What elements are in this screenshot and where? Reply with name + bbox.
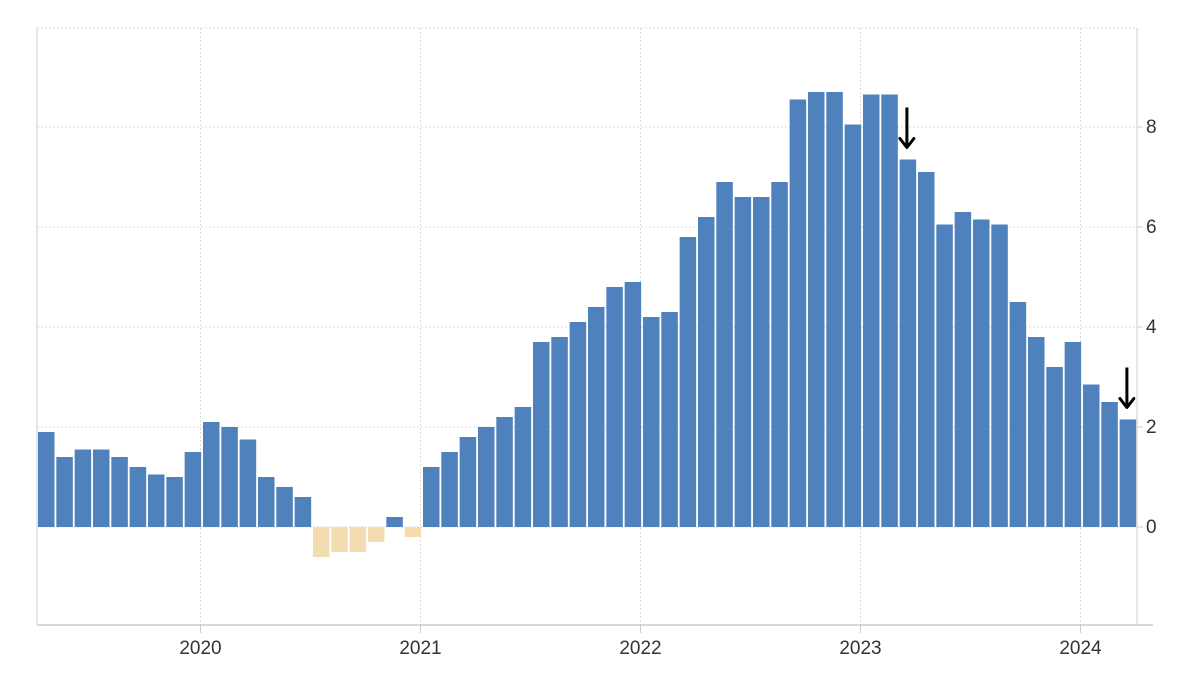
bar	[367, 527, 385, 542]
bar	[1119, 419, 1137, 527]
x-tick-label: 2021	[399, 638, 441, 659]
bar	[771, 182, 788, 527]
bar	[514, 407, 532, 527]
bar	[129, 467, 147, 527]
bar	[606, 287, 623, 527]
bar	[954, 212, 972, 527]
bar	[716, 182, 733, 527]
bar	[844, 124, 862, 527]
bar	[38, 432, 55, 527]
bar	[1046, 367, 1063, 527]
bar	[221, 427, 238, 527]
bar	[257, 477, 275, 527]
y-tick-label: 6	[1146, 217, 1157, 238]
bar	[862, 94, 880, 527]
bar	[184, 452, 202, 527]
bar	[1101, 402, 1118, 527]
bars	[38, 92, 1137, 557]
bar	[936, 224, 953, 527]
bar	[807, 92, 825, 527]
bar	[734, 197, 752, 527]
bar	[532, 342, 550, 527]
bar	[661, 312, 678, 527]
y-tick-label: 4	[1146, 317, 1157, 338]
bar	[166, 477, 183, 527]
bar	[147, 474, 165, 527]
bar	[697, 217, 715, 527]
bar	[569, 322, 587, 527]
down-arrow-annotation	[898, 107, 916, 149]
axes	[36, 28, 1153, 633]
bar	[642, 317, 660, 527]
annotations	[898, 107, 1136, 409]
bar	[111, 457, 128, 527]
down-arrow-annotation	[1118, 367, 1136, 409]
bar	[74, 449, 92, 527]
bar	[56, 457, 73, 527]
bar	[312, 527, 330, 557]
x-tick-label: 2020	[179, 638, 221, 659]
bar	[276, 487, 293, 527]
bar	[386, 517, 403, 527]
bar	[587, 307, 605, 527]
grid-lines	[37, 27, 1137, 625]
bar	[422, 467, 440, 527]
bar	[551, 337, 568, 527]
bar	[459, 437, 477, 527]
bar	[331, 527, 348, 552]
y-tick-label: 0	[1146, 517, 1157, 538]
bar	[752, 197, 770, 527]
x-tick-label: 2024	[1059, 638, 1102, 659]
bar	[1027, 337, 1045, 527]
bar	[1082, 384, 1100, 527]
bar	[789, 99, 807, 527]
bar	[441, 452, 458, 527]
bar	[679, 237, 697, 527]
bar	[477, 427, 495, 527]
bar	[404, 527, 422, 537]
bar	[1064, 342, 1082, 527]
bar	[349, 527, 367, 552]
bar	[92, 449, 110, 527]
x-tick-label: 2022	[619, 638, 661, 659]
tick-labels: 0 2 4 6 8 2020 2021 2022 2023 2024	[179, 117, 1157, 659]
bar	[294, 497, 312, 527]
bar	[917, 172, 935, 527]
bar	[202, 422, 220, 527]
bar	[1009, 302, 1027, 527]
bar	[972, 219, 990, 527]
bar	[899, 159, 917, 527]
y-tick-label: 8	[1146, 117, 1157, 138]
y-tick-label: 2	[1146, 417, 1157, 438]
bar	[496, 417, 513, 527]
bar	[624, 282, 642, 527]
bar	[826, 92, 843, 527]
x-tick-label: 2023	[839, 638, 881, 659]
bar	[239, 439, 257, 527]
bar	[991, 224, 1008, 527]
bar	[881, 94, 898, 527]
